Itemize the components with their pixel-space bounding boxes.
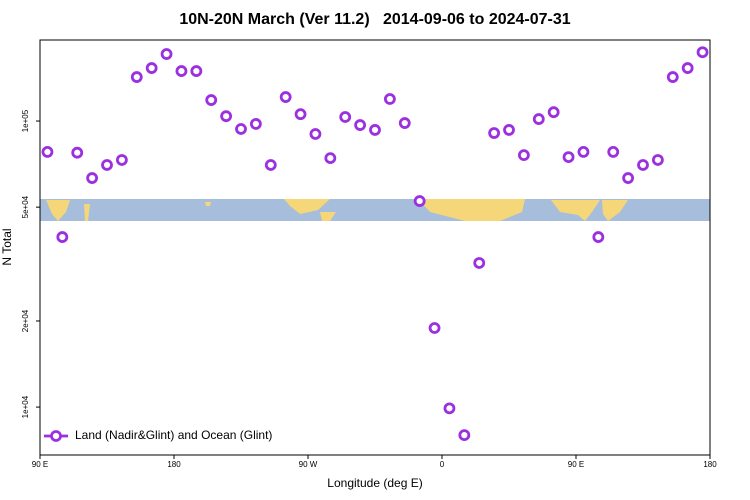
y-axis-label: N Total (0, 228, 14, 265)
x-tick-label: 180 (703, 460, 717, 469)
x-axis-label: Longitude (deg E) (327, 476, 422, 490)
point (294, 108, 307, 121)
point (160, 48, 173, 60)
point (235, 123, 247, 135)
point (532, 113, 545, 125)
y-tick-label: 5e+04 (21, 195, 30, 218)
point (503, 124, 515, 136)
point (592, 231, 605, 243)
point (666, 71, 679, 83)
point (249, 118, 262, 130)
point (41, 146, 54, 158)
point (607, 146, 620, 158)
point (547, 106, 560, 119)
y-tick-label: 2e+04 (21, 309, 30, 332)
point (205, 94, 218, 106)
chart-title: 10N-20N March (Ver 11.2) 2014-09-06 to 2… (179, 11, 570, 28)
map-strip (40, 199, 710, 221)
point (577, 146, 590, 158)
point (413, 195, 426, 207)
point (115, 154, 128, 166)
y-tick-label: 1e+04 (21, 395, 30, 418)
point (56, 231, 69, 243)
point (443, 402, 456, 415)
point (398, 117, 411, 129)
point (562, 151, 575, 164)
x-tick-label: 90 E (32, 460, 48, 469)
point (145, 62, 158, 74)
point (190, 65, 203, 77)
point (622, 172, 635, 184)
point (264, 159, 277, 171)
point (324, 152, 337, 165)
point (101, 159, 113, 171)
point (130, 71, 143, 83)
point (428, 322, 441, 334)
x-tick-label: 180 (167, 460, 181, 469)
point (651, 154, 664, 166)
point (383, 93, 396, 105)
legend-marker (50, 430, 62, 442)
y-tick-label: 1e+05 (21, 109, 30, 132)
point (339, 111, 352, 123)
point (458, 429, 471, 442)
x-tick-label: 0 (440, 460, 445, 469)
point (354, 119, 367, 131)
point (220, 110, 233, 123)
x-tick-label: 90 E (568, 460, 584, 469)
point (637, 159, 649, 171)
legend-label: Land (Nadir&Glint) and Ocean (Glint) (75, 428, 272, 442)
point (517, 149, 530, 162)
point (279, 91, 292, 103)
point (696, 46, 709, 59)
plot-frame (39, 39, 711, 456)
point (175, 65, 188, 77)
point (488, 127, 501, 139)
x-tick-label: 90 W (299, 460, 318, 469)
point (86, 172, 99, 184)
point (681, 62, 694, 74)
point (369, 124, 381, 136)
point (309, 128, 322, 140)
point (473, 257, 486, 269)
point (71, 146, 84, 159)
